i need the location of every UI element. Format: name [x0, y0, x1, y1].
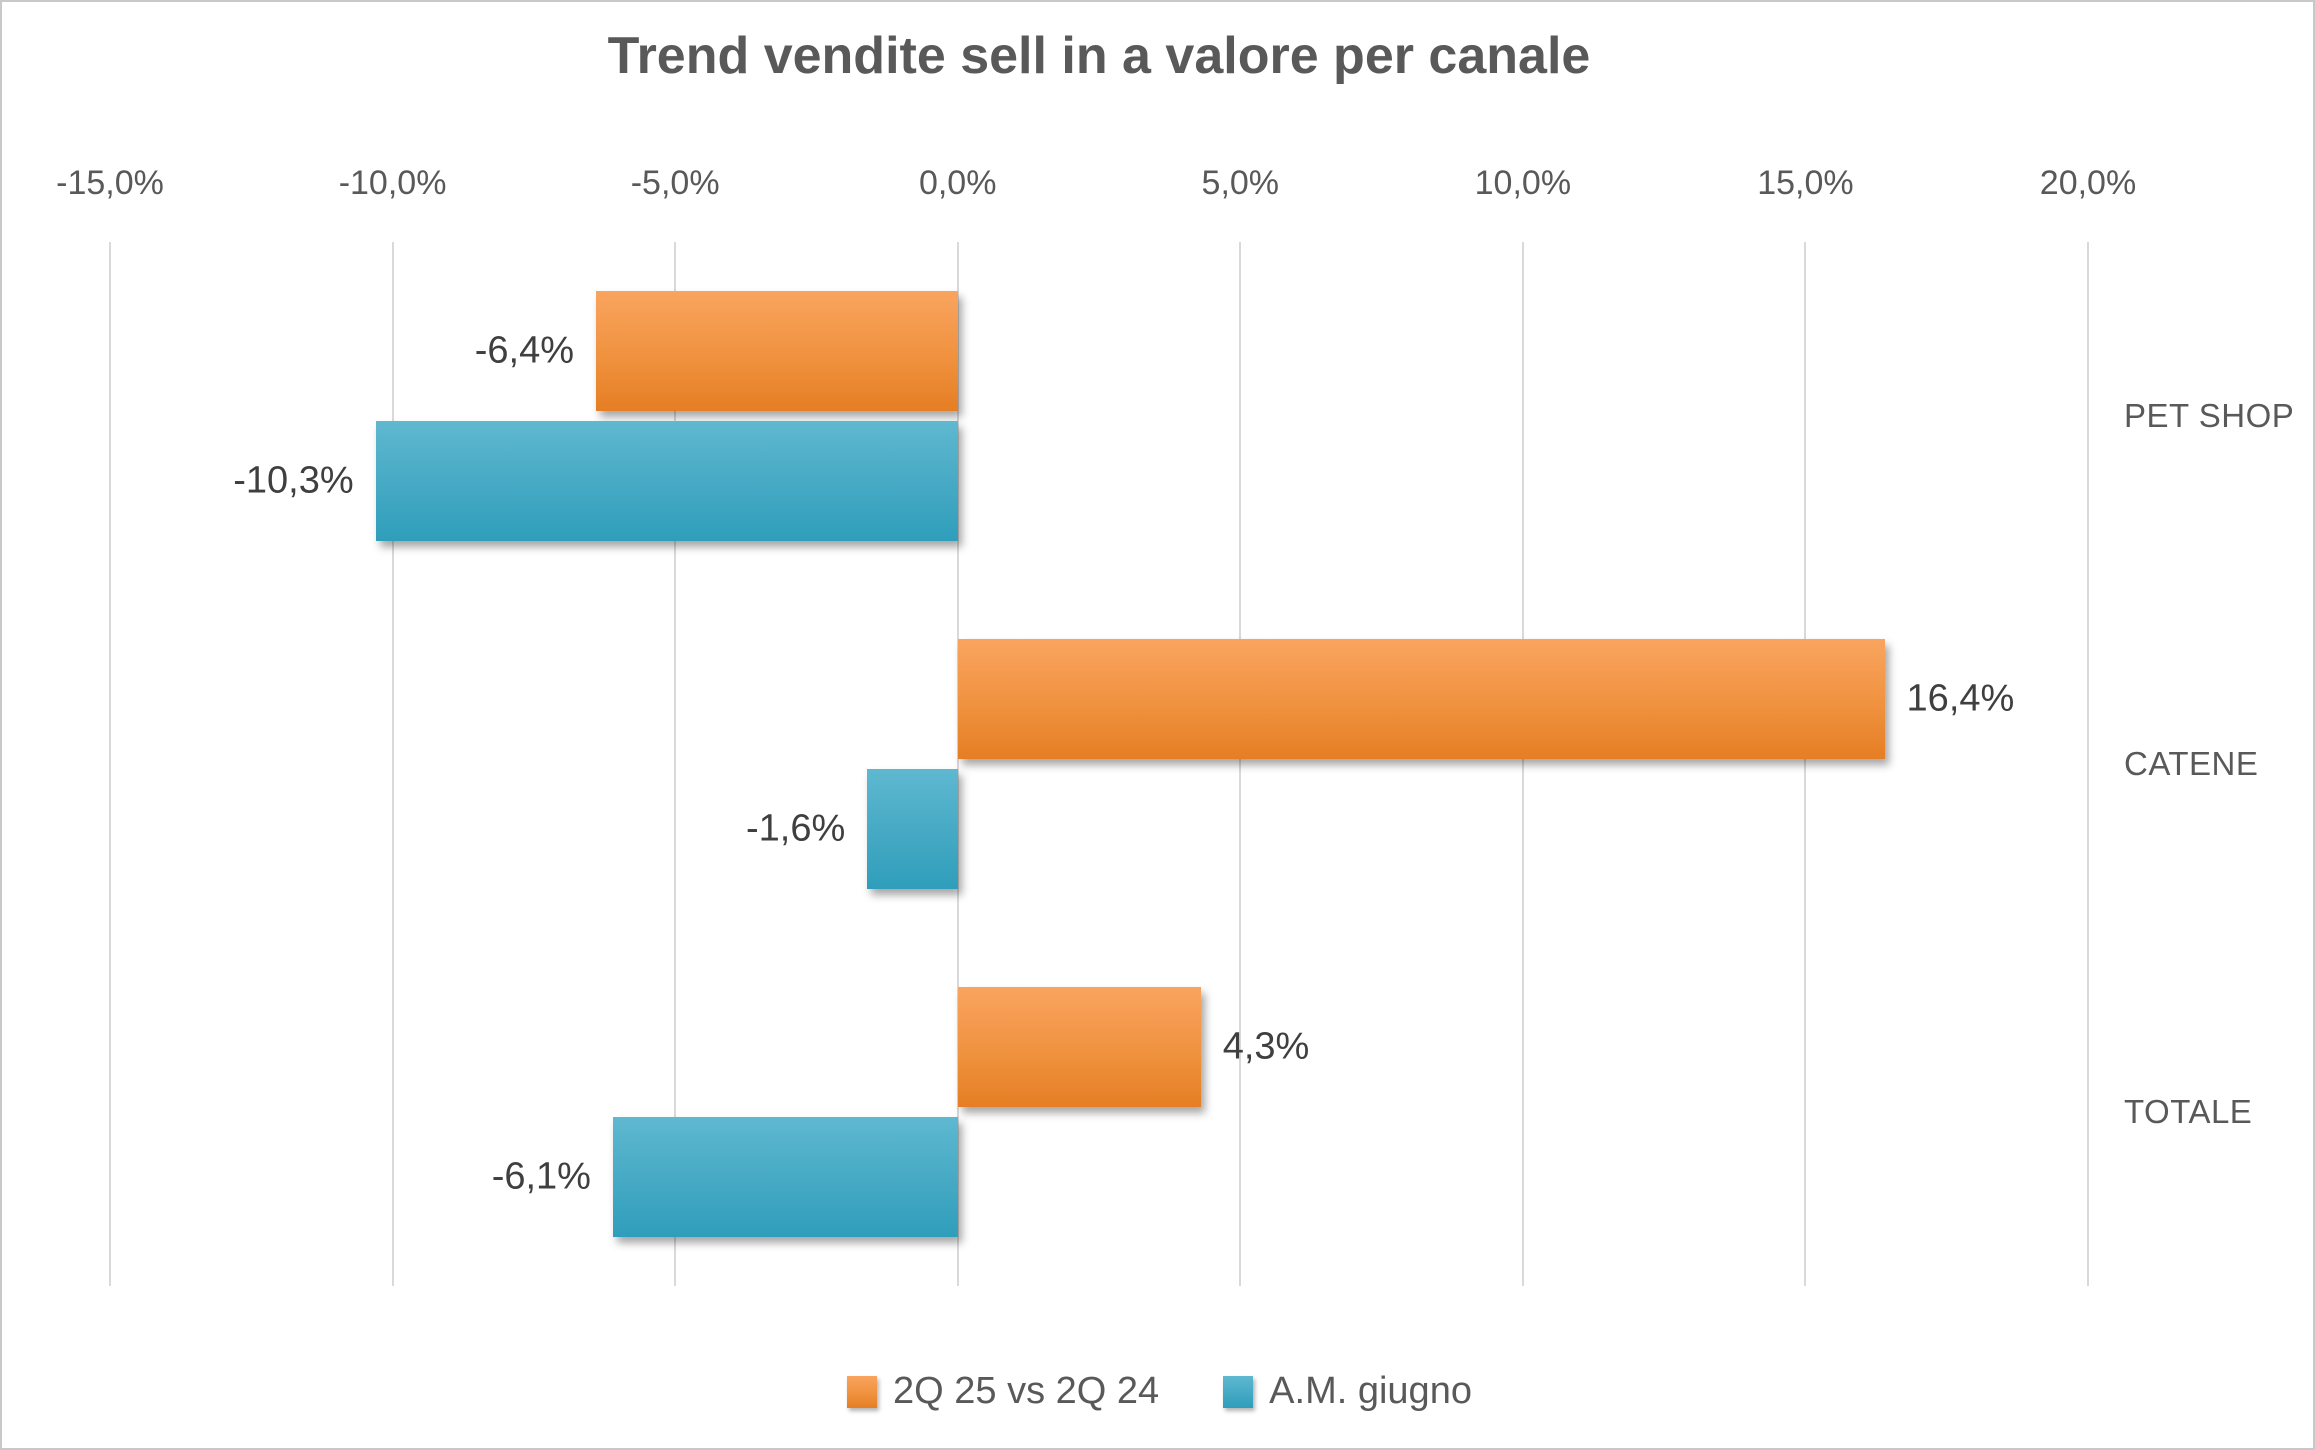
bar-catene-2q-25-vs-2q-24 [957, 639, 1885, 759]
data-label-catene-2q-25-vs-2q-24: 16,4% [1906, 677, 2015, 720]
gridline-0 [956, 242, 959, 1286]
legend-label-2q-25-vs-2q-24: 2Q 25 vs 2Q 24 [893, 1370, 1160, 1412]
bar-totale-a-m-giugno [612, 1117, 958, 1237]
data-label-pet-shop-a-m-giugno: -10,3% [233, 459, 354, 502]
data-label-totale-2q-25-vs-2q-24: 4,3% [1222, 1025, 1310, 1068]
category-label-pet-shop: PET SHOP [2124, 397, 2295, 434]
gridline--10 [391, 242, 394, 1286]
plot-area: -6,4% -10,3% 16,4% -1,6% 4,3% -6,1% [109, 242, 2089, 1286]
category-label-catene: CATENE [2124, 745, 2259, 782]
gridline--15 [109, 242, 111, 1286]
data-label-pet-shop-2q-25-vs-2q-24: -6,4% [474, 329, 575, 372]
category-label-totale: TOTALE [2124, 1093, 2253, 1130]
data-label-catene-a-m-giugno: -1,6% [746, 807, 846, 850]
bar-pet-shop-a-m-giugno [375, 421, 958, 541]
gridline-5 [1239, 242, 1242, 1286]
gridline-15 [1804, 242, 1807, 1286]
x-axis-tick-label: -5,0% [630, 164, 720, 202]
category-axis: PET SHOP CATENE TOTALE [2, 242, 2313, 1286]
x-axis-tick-label: -10,0% [338, 164, 447, 202]
bar-totale-2q-25-vs-2q-24 [957, 987, 1201, 1107]
x-axis-tick-label: 10,0% [1474, 164, 1572, 202]
legend-label-a-m-giugno: A.M. giugno [1269, 1370, 1472, 1412]
bar-catene-a-m-giugno [867, 769, 958, 889]
gridline-10 [1521, 242, 1524, 1286]
x-axis-tick-label: 15,0% [1757, 164, 1854, 202]
gridline-20 [2087, 242, 2089, 1286]
x-axis-tick-label: 5,0% [1201, 164, 1280, 202]
chart-title: Trend vendite sell in a valore per canal… [607, 27, 1591, 85]
x-axis-tick-label: 20,0% [2039, 164, 2137, 202]
data-label-totale-a-m-giugno: -6,1% [491, 1155, 591, 1198]
legend-item-2q-25-vs-2q-24: 2Q 25 vs 2Q 24 [847, 1370, 1159, 1413]
gridline--5 [674, 242, 677, 1286]
x-axis: -15,0% -10,0% -5,0% 0,0% 5,0% 10,0% 15,0% 20,0% [56, 164, 2136, 214]
legend-item-a-m-giugno: A.M. giugno [1223, 1370, 1472, 1413]
legend-swatch-a-m-giugno [1223, 1375, 1254, 1408]
x-axis-tick-label: -15,0% [56, 164, 164, 202]
x-axis-tick-label: 0,0% [918, 164, 997, 202]
legend: 2Q 25 vs 2Q 24 A.M. giugno [2, 1370, 2313, 1413]
legend-swatch-2q-25-vs-2q-24 [847, 1375, 878, 1408]
bar-pet-shop-2q-25-vs-2q-24 [596, 291, 958, 411]
